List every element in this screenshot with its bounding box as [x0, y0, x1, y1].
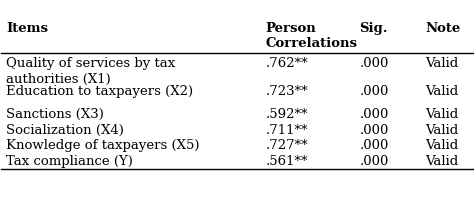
Text: Education to taxpayers (X2): Education to taxpayers (X2): [6, 85, 193, 98]
Text: .592**: .592**: [265, 108, 308, 121]
Text: .723**: .723**: [265, 85, 308, 98]
Text: Note: Note: [426, 22, 461, 35]
Text: .000: .000: [359, 155, 389, 168]
Text: .727**: .727**: [265, 139, 308, 152]
Text: Valid: Valid: [426, 124, 459, 137]
Text: Valid: Valid: [426, 155, 459, 168]
Text: Valid: Valid: [426, 57, 459, 70]
Text: Knowledge of taxpayers (X5): Knowledge of taxpayers (X5): [6, 139, 200, 152]
Text: Quality of services by tax
authorities (X1): Quality of services by tax authorities (…: [6, 57, 175, 86]
Text: .000: .000: [359, 124, 389, 137]
Text: .000: .000: [359, 139, 389, 152]
Text: Valid: Valid: [426, 139, 459, 152]
Text: .561**: .561**: [265, 155, 308, 168]
Text: .000: .000: [359, 85, 389, 98]
Text: Sanctions (X3): Sanctions (X3): [6, 108, 104, 121]
Text: Valid: Valid: [426, 85, 459, 98]
Text: .711**: .711**: [265, 124, 308, 137]
Text: Items: Items: [6, 22, 48, 35]
Text: .000: .000: [359, 108, 389, 121]
Text: Person
Correlations: Person Correlations: [265, 22, 357, 50]
Text: Tax compliance (Y): Tax compliance (Y): [6, 155, 133, 168]
Text: .000: .000: [359, 57, 389, 70]
Text: Valid: Valid: [426, 108, 459, 121]
Text: Socialization (X4): Socialization (X4): [6, 124, 124, 137]
Text: .762**: .762**: [265, 57, 308, 70]
Text: Sig.: Sig.: [359, 22, 388, 35]
